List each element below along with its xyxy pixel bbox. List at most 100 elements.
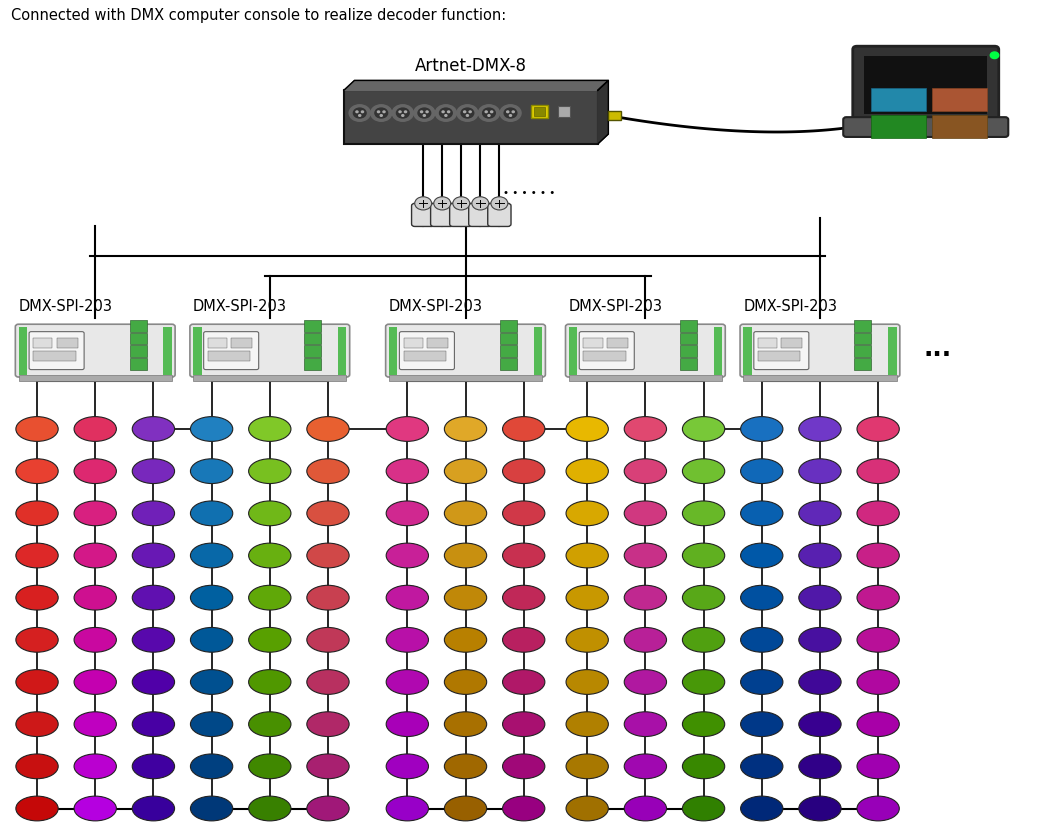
FancyBboxPatch shape bbox=[19, 327, 28, 375]
Ellipse shape bbox=[190, 670, 233, 695]
Circle shape bbox=[399, 111, 401, 113]
Text: DMX-SPI-203: DMX-SPI-203 bbox=[19, 299, 112, 314]
FancyBboxPatch shape bbox=[565, 324, 726, 377]
Ellipse shape bbox=[799, 543, 841, 568]
Ellipse shape bbox=[682, 754, 725, 779]
Circle shape bbox=[510, 115, 512, 116]
Ellipse shape bbox=[249, 712, 291, 737]
FancyBboxPatch shape bbox=[584, 351, 626, 361]
Ellipse shape bbox=[307, 417, 349, 441]
FancyBboxPatch shape bbox=[194, 327, 201, 375]
FancyBboxPatch shape bbox=[339, 327, 347, 375]
Ellipse shape bbox=[16, 670, 58, 695]
Ellipse shape bbox=[682, 417, 725, 441]
Ellipse shape bbox=[741, 543, 783, 568]
FancyBboxPatch shape bbox=[400, 332, 455, 370]
Circle shape bbox=[402, 115, 404, 116]
Ellipse shape bbox=[386, 417, 428, 441]
Ellipse shape bbox=[857, 796, 899, 821]
Ellipse shape bbox=[249, 754, 291, 779]
Text: Artnet-DMX-8: Artnet-DMX-8 bbox=[415, 58, 527, 76]
FancyBboxPatch shape bbox=[208, 338, 226, 348]
FancyBboxPatch shape bbox=[194, 375, 347, 381]
Circle shape bbox=[362, 111, 364, 113]
Circle shape bbox=[500, 105, 522, 121]
Ellipse shape bbox=[503, 543, 545, 568]
Circle shape bbox=[448, 111, 450, 113]
FancyBboxPatch shape bbox=[412, 204, 435, 227]
Ellipse shape bbox=[249, 459, 291, 483]
FancyBboxPatch shape bbox=[871, 115, 926, 138]
Ellipse shape bbox=[682, 543, 725, 568]
Ellipse shape bbox=[799, 754, 841, 779]
Ellipse shape bbox=[386, 754, 428, 779]
Ellipse shape bbox=[624, 459, 667, 483]
FancyBboxPatch shape bbox=[16, 324, 176, 377]
Ellipse shape bbox=[503, 585, 545, 610]
Ellipse shape bbox=[190, 543, 233, 568]
FancyBboxPatch shape bbox=[531, 105, 548, 118]
Ellipse shape bbox=[190, 754, 233, 779]
FancyBboxPatch shape bbox=[469, 204, 492, 227]
Ellipse shape bbox=[444, 670, 487, 695]
Ellipse shape bbox=[74, 585, 116, 610]
Circle shape bbox=[990, 52, 999, 59]
Ellipse shape bbox=[624, 796, 667, 821]
FancyBboxPatch shape bbox=[129, 320, 146, 332]
Ellipse shape bbox=[799, 796, 841, 821]
Ellipse shape bbox=[386, 670, 428, 695]
Ellipse shape bbox=[857, 585, 899, 610]
Ellipse shape bbox=[132, 754, 175, 779]
Ellipse shape bbox=[624, 417, 667, 441]
Ellipse shape bbox=[503, 796, 545, 821]
Circle shape bbox=[435, 105, 456, 121]
Ellipse shape bbox=[682, 670, 725, 695]
Circle shape bbox=[488, 115, 490, 116]
FancyBboxPatch shape bbox=[427, 338, 449, 348]
FancyBboxPatch shape bbox=[855, 358, 872, 370]
FancyBboxPatch shape bbox=[853, 46, 999, 123]
FancyBboxPatch shape bbox=[431, 204, 454, 227]
Ellipse shape bbox=[132, 628, 175, 653]
FancyBboxPatch shape bbox=[781, 338, 803, 348]
Ellipse shape bbox=[74, 459, 116, 483]
Circle shape bbox=[512, 111, 514, 113]
Ellipse shape bbox=[503, 670, 545, 695]
Ellipse shape bbox=[386, 628, 428, 653]
Ellipse shape bbox=[307, 628, 349, 653]
Ellipse shape bbox=[566, 796, 608, 821]
Circle shape bbox=[467, 115, 469, 116]
FancyBboxPatch shape bbox=[855, 346, 872, 357]
FancyBboxPatch shape bbox=[404, 338, 423, 348]
FancyBboxPatch shape bbox=[203, 332, 258, 370]
Ellipse shape bbox=[444, 754, 487, 779]
Ellipse shape bbox=[682, 712, 725, 737]
Ellipse shape bbox=[190, 501, 233, 526]
Ellipse shape bbox=[190, 628, 233, 653]
Circle shape bbox=[434, 197, 451, 210]
FancyBboxPatch shape bbox=[743, 327, 752, 375]
Text: DMX-SPI-203: DMX-SPI-203 bbox=[743, 299, 837, 314]
Circle shape bbox=[491, 111, 493, 113]
FancyBboxPatch shape bbox=[679, 358, 696, 370]
Ellipse shape bbox=[624, 670, 667, 695]
Ellipse shape bbox=[307, 501, 349, 526]
Circle shape bbox=[415, 197, 432, 210]
Ellipse shape bbox=[386, 796, 428, 821]
Ellipse shape bbox=[566, 712, 608, 737]
Ellipse shape bbox=[249, 585, 291, 610]
Circle shape bbox=[426, 111, 428, 113]
Ellipse shape bbox=[503, 459, 545, 483]
Ellipse shape bbox=[503, 501, 545, 526]
Ellipse shape bbox=[857, 501, 899, 526]
Ellipse shape bbox=[307, 459, 349, 483]
FancyBboxPatch shape bbox=[679, 332, 696, 344]
Ellipse shape bbox=[682, 459, 725, 483]
Ellipse shape bbox=[386, 459, 428, 483]
Circle shape bbox=[472, 197, 489, 210]
Ellipse shape bbox=[566, 670, 608, 695]
Ellipse shape bbox=[74, 670, 116, 695]
Ellipse shape bbox=[799, 459, 841, 483]
Ellipse shape bbox=[16, 796, 58, 821]
FancyBboxPatch shape bbox=[741, 324, 899, 377]
